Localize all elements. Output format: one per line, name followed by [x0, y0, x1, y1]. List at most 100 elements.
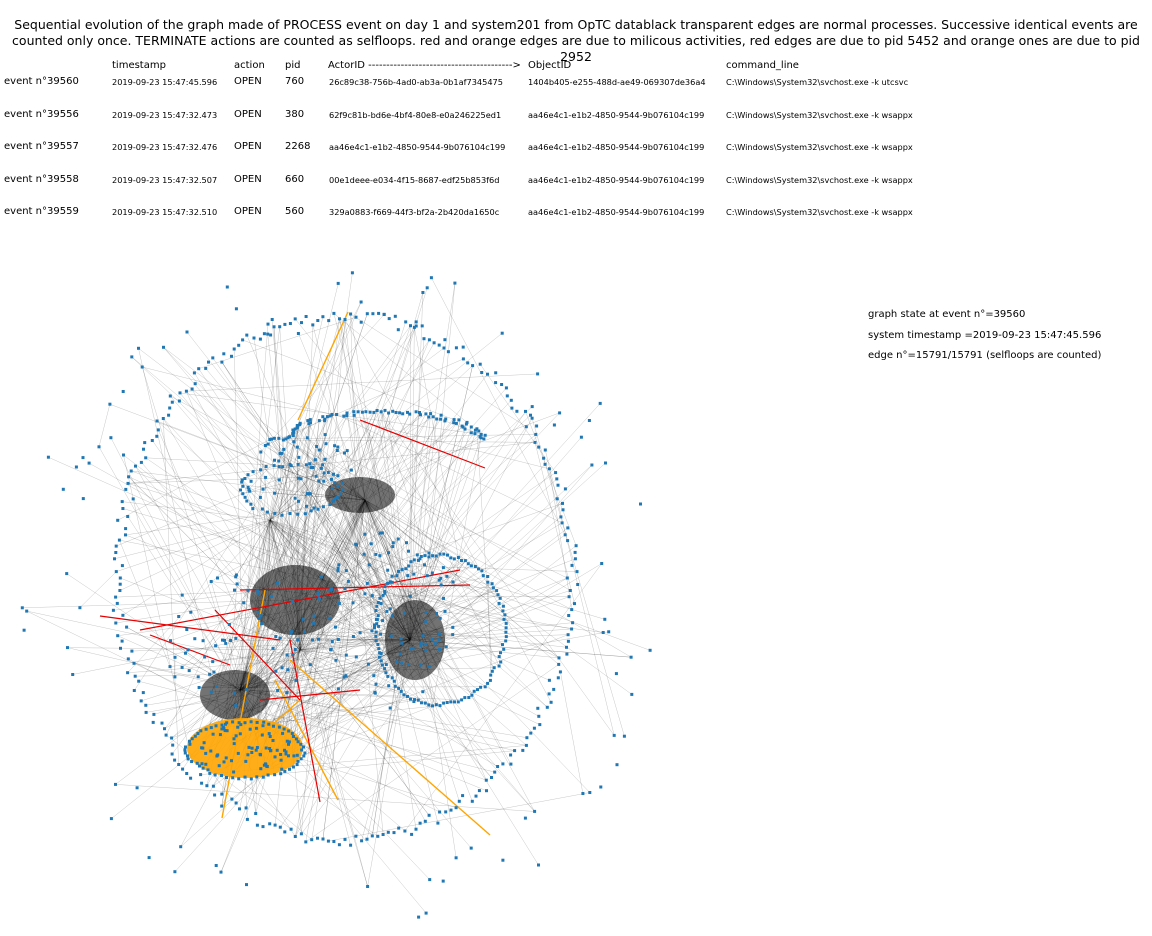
normal-edge [242, 472, 325, 494]
graph-node [321, 315, 325, 319]
graph-node [332, 840, 336, 843]
graph-node [212, 670, 216, 674]
graph-node [378, 554, 382, 558]
table-row: event n°39558 2019-09-23 15:47:32.507 OP… [0, 174, 1000, 188]
graph-node [372, 674, 376, 678]
graph-node [529, 731, 533, 735]
graph-node [409, 697, 412, 701]
graph-node [295, 445, 299, 449]
normal-edge [122, 519, 271, 616]
normal-edge [260, 314, 385, 453]
graph-node [370, 594, 374, 598]
graph-node [308, 462, 312, 466]
graph-node [558, 411, 562, 415]
graph-node [443, 338, 447, 342]
graph-node [209, 749, 213, 753]
normal-edge [248, 423, 310, 490]
graph-node [254, 726, 258, 730]
graph-node [376, 643, 380, 646]
graph-node [296, 638, 300, 642]
normal-edge [239, 406, 533, 691]
graph-node [163, 727, 166, 731]
graph-node [498, 596, 502, 600]
orange-edge-cluster [187, 718, 303, 778]
normal-edge [163, 347, 366, 501]
graph-node [322, 471, 326, 475]
row-pid: 2268 [285, 141, 311, 152]
graph-node [180, 593, 184, 597]
graph-node [22, 628, 26, 632]
normal-edge [239, 689, 527, 738]
normal-edge [205, 368, 433, 640]
graph-node [270, 318, 274, 321]
normal-edge [198, 368, 346, 589]
graph-node [406, 694, 409, 698]
normal-edge [353, 347, 445, 416]
graph-node [264, 465, 268, 468]
graph-node [305, 504, 308, 508]
graph-node [378, 531, 382, 535]
graph-node [383, 591, 387, 595]
graph-node [266, 773, 270, 777]
graph-node [241, 492, 245, 496]
graph-node [268, 747, 272, 750]
graph-node [573, 557, 577, 561]
normal-edge [374, 416, 429, 693]
graph-node [345, 411, 349, 415]
graph-node [346, 579, 350, 583]
normal-edge [408, 565, 577, 572]
graph-node [524, 743, 528, 747]
graph-node [186, 757, 190, 761]
graph-node [419, 642, 423, 646]
normal-edge [247, 487, 271, 521]
figure-title: Sequential evolution of the graph made o… [12, 17, 1140, 64]
graph-node [434, 703, 438, 707]
graph-node [427, 813, 431, 817]
graph-node [492, 666, 496, 670]
graph-node [446, 553, 449, 557]
graph-node [264, 762, 268, 766]
graph-node [323, 433, 327, 437]
graph-node [255, 823, 259, 827]
graph-node [335, 449, 339, 452]
graph-node [147, 856, 151, 860]
graph-node [557, 656, 561, 660]
graph-state-label: graph state at event n°=39560 [868, 309, 1026, 320]
graph-node [438, 616, 442, 620]
graph-node [232, 347, 236, 351]
graph-node [343, 318, 347, 321]
graph-node [337, 843, 341, 847]
graph-node [216, 576, 219, 580]
graph-node [461, 357, 465, 361]
graph-node [299, 742, 303, 746]
normal-edge [113, 590, 258, 611]
graph-node [416, 698, 420, 702]
graph-node [439, 417, 443, 421]
normal-edge [217, 499, 366, 579]
graph-node [376, 614, 380, 618]
graph-node [477, 567, 480, 571]
graph-node [296, 332, 300, 335]
graph-node [479, 432, 483, 436]
red-edge [149, 634, 231, 666]
normal-edge [115, 602, 244, 624]
graph-node [418, 821, 422, 825]
graph-node [382, 312, 386, 316]
graph-node [250, 751, 254, 754]
normal-edge [232, 326, 280, 722]
graph-node [202, 741, 206, 745]
normal-edge [277, 639, 411, 751]
graph-node [486, 681, 490, 685]
graph-node [335, 496, 339, 499]
normal-edge [239, 415, 531, 691]
graph-node [170, 400, 174, 404]
graph-node [406, 574, 410, 578]
graph-node [115, 601, 119, 605]
graph-node [469, 564, 473, 568]
row-pid: 560 [285, 206, 305, 217]
graph-node [137, 679, 141, 683]
graph-node [251, 507, 255, 511]
graph-node [234, 575, 238, 579]
graph-node [278, 636, 282, 640]
graph-node [323, 457, 327, 461]
